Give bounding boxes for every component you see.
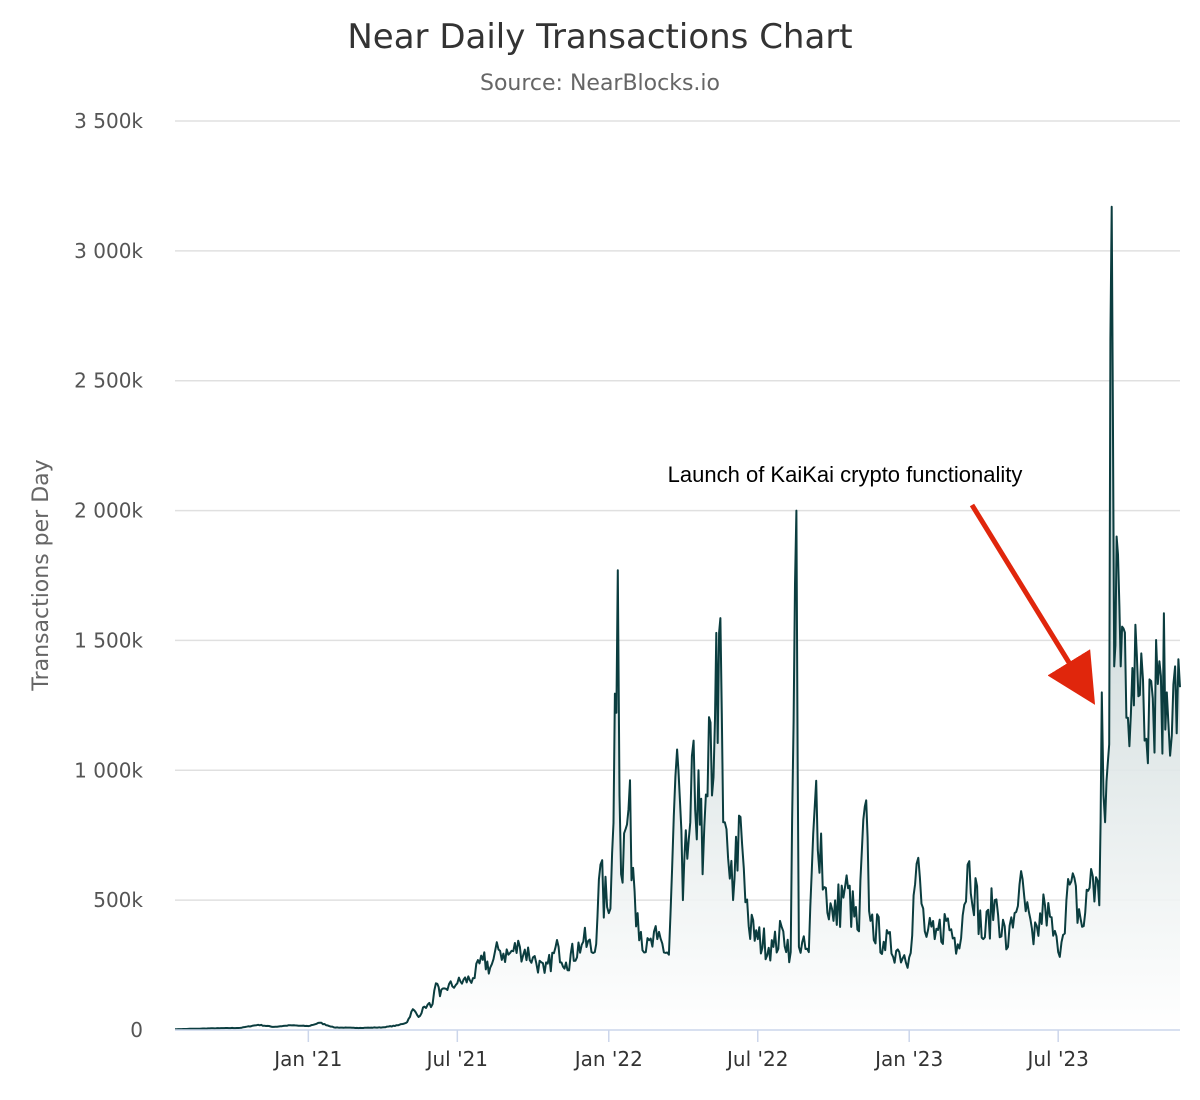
chart-title: Near Daily Transactions Chart [347,17,852,57]
series-line [175,205,1181,1031]
x-tick-label: Jul '21 [425,1047,488,1071]
area-fill [175,206,1180,1030]
y-axis-label: Transactions per Day [29,459,54,691]
y-axis-ticks: 0 500k 1 000k 1 500k 2 000k 2 500k 3 000k 3 500… [74,109,143,1042]
grid-lines [175,120,1180,901]
y-tick-label: 0 [130,1018,143,1042]
y-tick-label: 1 500k [74,628,143,652]
x-tick-label: Jan '22 [573,1047,643,1071]
x-tick-label: Jul '22 [725,1047,788,1071]
y-tick-label: 2 000k [74,499,143,523]
x-tick-label: Jan '21 [272,1047,342,1071]
y-tick-label: 1 000k [74,758,143,782]
x-tick-label: Jul '23 [1025,1047,1088,1071]
annotation-label: Launch of KaiKai crypto functionality [668,462,1023,487]
y-tick-label: 500k [93,888,143,912]
x-axis-ticks: Jan '21 Jul '21 Jan '22 Jul '22 Jan '23 Jul '… [272,1030,1089,1071]
y-tick-label: 2 500k [74,369,143,393]
x-tick-label: Jan '23 [873,1047,943,1071]
annotation-arrow [969,503,1096,705]
y-tick-label: 3 000k [74,239,143,263]
chart-subtitle: Source: NearBlocks.io [480,71,720,96]
y-tick-label: 3 500k [74,109,143,133]
